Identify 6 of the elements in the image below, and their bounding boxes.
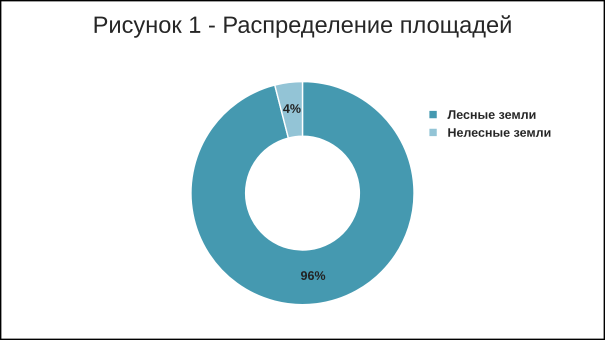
data-label: 4%: [283, 104, 301, 113]
data-label: 96%: [300, 271, 326, 280]
legend-label: Лесные земли: [448, 110, 536, 120]
chart-title: Рисунок 1 - Распределение площадей: [94, 15, 511, 38]
legend-label: Нелесные земли: [448, 128, 550, 137]
donut-slice: [190, 80, 415, 306]
